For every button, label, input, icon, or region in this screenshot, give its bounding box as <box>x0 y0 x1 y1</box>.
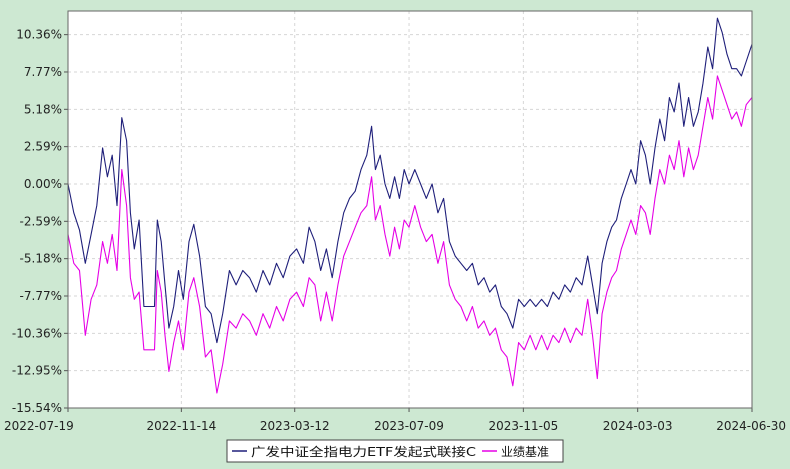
y-tick-label: -12.95% <box>12 364 62 378</box>
legend-label-benchmark: 业绩基准 <box>501 445 549 459</box>
series-line-0 <box>67 17 753 344</box>
x-tick-label: 2024-06-30 <box>716 419 786 433</box>
plot-area <box>68 11 752 408</box>
y-tick-label: -2.59% <box>20 214 62 228</box>
x-tick-label: 2024-03-03 <box>603 419 673 433</box>
series-line-1 <box>67 75 753 394</box>
y-tick-label: -7.77% <box>20 289 62 303</box>
legend-label-fund: 广发中证全指电力ETF发起式联接C <box>251 444 476 459</box>
x-tick-label: 2023-03-12 <box>260 419 330 433</box>
y-tick-label: -15.54% <box>12 401 62 415</box>
x-tick-label: 2022-07-19 <box>4 419 74 433</box>
legend-box <box>226 439 564 463</box>
legend: 广发中证全指电力ETF发起式联接C 业绩基准 <box>226 439 564 463</box>
y-tick-label: 2.59% <box>24 140 62 154</box>
x-tick-label: 2022-11-14 <box>146 419 216 433</box>
series-layer <box>67 17 753 394</box>
y-tick-label: 0.00% <box>24 177 62 191</box>
y-tick-label: 7.77% <box>24 65 62 79</box>
y-tick-label: 5.18% <box>24 102 62 116</box>
y-tick-label: 10.36% <box>16 28 62 42</box>
x-tick-label: 2023-07-09 <box>374 419 444 433</box>
y-tick-label: -5.18% <box>20 252 62 266</box>
y-tick-label: -10.36% <box>12 326 62 340</box>
x-tick-label: 2023-11-05 <box>488 419 558 433</box>
plot-frame <box>67 10 753 409</box>
axes: 10.36% 7.77% 5.18% 2.59% 0.00% -2.59% -5.18% -7… <box>4 10 786 433</box>
